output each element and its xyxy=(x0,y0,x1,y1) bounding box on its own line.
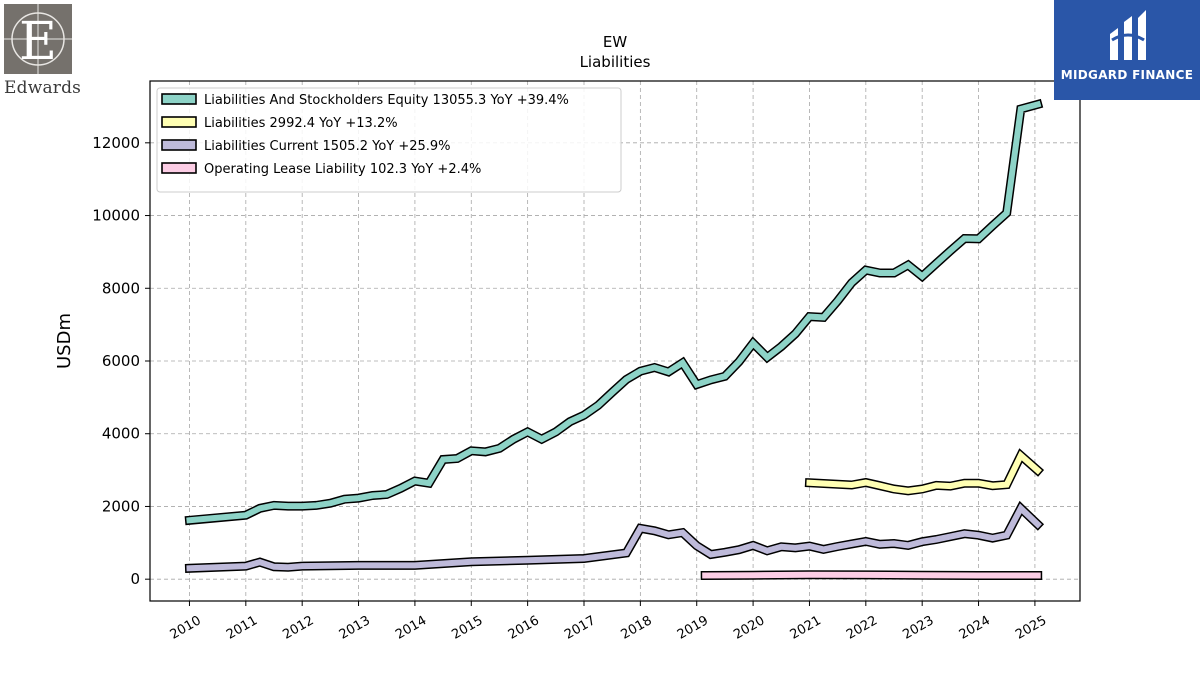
legend-label: Operating Lease Liability 102.3 YoY +2.4… xyxy=(204,162,481,177)
x-tick-label: 2025 xyxy=(1013,613,1049,643)
legend-label: Liabilities And Stockholders Equity 1305… xyxy=(204,93,569,108)
legend-swatch xyxy=(161,162,197,174)
series-line xyxy=(806,450,1042,494)
x-tick-label: 2019 xyxy=(675,613,711,643)
legend-box xyxy=(156,87,622,193)
chart-subtitle: Liabilities xyxy=(580,53,651,71)
y-tick-label: 0 xyxy=(130,570,140,588)
x-tick-label: 2015 xyxy=(449,613,485,643)
edwards-logo-mark: E xyxy=(4,4,72,74)
y-tick-label: 6000 xyxy=(102,352,140,370)
x-tick-label: 2014 xyxy=(393,613,429,643)
x-tick-label: 2011 xyxy=(224,613,260,643)
legend-swatch xyxy=(161,139,197,151)
x-tick-label: 2013 xyxy=(337,613,373,643)
y-tick-label: 4000 xyxy=(102,425,140,443)
series-line xyxy=(186,100,1042,524)
x-tick-label: 2018 xyxy=(619,613,655,643)
midgard-finance-logo: MIDGARD FINANCE xyxy=(1054,0,1200,100)
series-line xyxy=(702,571,1041,579)
series-1 xyxy=(804,448,1045,496)
legend-label: Liabilities 2992.4 YoY +13.2% xyxy=(204,116,398,131)
series-layer xyxy=(184,98,1045,581)
y-tick-label: 2000 xyxy=(102,497,140,515)
series-line-outline xyxy=(184,500,1045,573)
series-0 xyxy=(184,98,1044,526)
x-axis: 2010 2011 2012 2013 2014 2015 2016 2017 2018 2019… xyxy=(168,601,1049,643)
y-tick-label: 10000 xyxy=(92,207,140,225)
series-2 xyxy=(184,500,1045,573)
legend-label: Liabilities Current 1505.2 YoY +25.9% xyxy=(204,139,451,154)
x-tick-label: 2020 xyxy=(731,613,767,643)
y-tick-label: 12000 xyxy=(92,134,140,152)
x-tick-label: 2023 xyxy=(900,613,936,643)
edwards-logo: E Edwards xyxy=(4,4,82,100)
x-tick-label: 2016 xyxy=(506,613,542,643)
plot-frame xyxy=(149,80,1081,602)
svg-text:E: E xyxy=(19,12,57,72)
x-tick-label: 2021 xyxy=(788,613,824,643)
x-tick-label: 2024 xyxy=(957,613,993,643)
edwards-logo-text: Edwards xyxy=(4,78,82,98)
y-axis-label: USDm xyxy=(54,313,75,369)
x-tick-label: 2022 xyxy=(844,613,880,643)
x-tick-label: 2010 xyxy=(168,613,204,643)
edwards-e-icon: E xyxy=(4,4,72,74)
legend: Liabilities And Stockholders Equity 1305… xyxy=(156,87,622,193)
x-tick-label: 2017 xyxy=(562,613,598,643)
midgard-emblem-icon xyxy=(1110,10,1146,60)
y-tick-label: 8000 xyxy=(102,279,140,297)
y-axis: 0 2000 4000 6000 8000 10000 12000 xyxy=(92,134,150,588)
legend-swatch xyxy=(161,116,197,128)
legend-swatch xyxy=(161,93,197,105)
midgard-finance-text: MIDGARD FINANCE xyxy=(1060,68,1194,82)
series-line xyxy=(186,503,1042,572)
x-tick-label: 2012 xyxy=(280,613,316,643)
chart-title: EW xyxy=(603,33,627,51)
series-3 xyxy=(700,570,1043,581)
